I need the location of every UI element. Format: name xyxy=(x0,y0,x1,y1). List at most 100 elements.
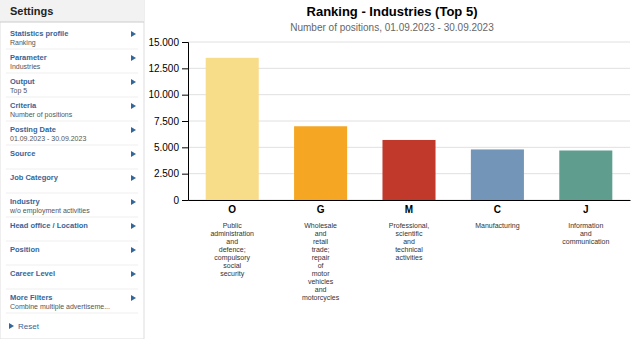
settings-label: Job Category xyxy=(10,173,59,182)
settings-arrow xyxy=(131,175,136,181)
x-tick-label: J xyxy=(583,204,589,215)
settings-arrow xyxy=(131,295,136,301)
settings-separator xyxy=(6,73,138,74)
settings-item: Head office / Location xyxy=(6,221,138,241)
x-tick: J xyxy=(583,204,589,215)
x-tick-label: G xyxy=(317,204,325,215)
settings-label: Criteria xyxy=(10,101,37,110)
y-tick-label: 10.000 xyxy=(148,89,179,100)
grid xyxy=(188,42,630,200)
x-tick: G xyxy=(317,204,325,215)
settings-arrow xyxy=(131,31,136,37)
category-description: Professional,scientificandtechnicalactiv… xyxy=(389,222,430,261)
x-tick-label: M xyxy=(405,204,413,215)
panel-header xyxy=(0,0,144,22)
x-tick-label: C xyxy=(494,204,501,215)
settings-item: Position xyxy=(6,245,138,265)
chart: Settings Statistics profileRanking Paramet… xyxy=(0,0,640,339)
panel-background xyxy=(0,0,144,339)
settings-item: ParameterIndustries xyxy=(6,53,138,73)
settings-separator xyxy=(6,49,138,50)
category-description: Publicadministrationanddefence;compulsor… xyxy=(210,222,254,278)
bar xyxy=(206,58,259,200)
settings-value: 01.09.2023 - 30.09.2023 xyxy=(10,135,86,142)
title: Ranking - Industries (Top 5) xyxy=(307,4,478,19)
y-tick-mark xyxy=(182,68,188,69)
settings-label: Position xyxy=(10,245,40,254)
reset-label: Reset xyxy=(18,322,40,331)
bar xyxy=(382,140,435,200)
bar xyxy=(559,150,612,200)
settings-label: Output xyxy=(10,77,35,86)
x-tick: M xyxy=(405,204,413,215)
settings-value: Number of positions xyxy=(10,111,73,119)
settings-value: Top 5 xyxy=(10,87,27,95)
y-axis-line xyxy=(182,43,189,201)
y-tick: 2.500 xyxy=(154,168,188,179)
settings-arrow xyxy=(131,199,136,205)
settings-arrow xyxy=(131,151,136,157)
settings-separator xyxy=(6,97,138,98)
y-tick-mark xyxy=(182,95,188,96)
y-tick-label: 5.000 xyxy=(154,142,179,153)
settings-arrow xyxy=(131,55,136,61)
y-tick-mark xyxy=(182,42,188,43)
settings-value: w/o employment activities xyxy=(9,207,90,215)
settings-arrow xyxy=(131,271,136,277)
settings-separator xyxy=(6,169,138,170)
x-axis-line xyxy=(189,200,631,201)
settings-value: Combine multiple advertiseme... xyxy=(10,303,110,311)
bar xyxy=(471,149,524,200)
bar xyxy=(294,126,347,200)
y-tick-label: 7.500 xyxy=(154,116,179,127)
settings-item: Job Category xyxy=(6,173,138,193)
settings-separator xyxy=(6,121,138,122)
settings-label: Source xyxy=(10,149,35,158)
settings-item: More FiltersCombine multiple advertiseme… xyxy=(6,293,138,313)
settings-separator xyxy=(6,289,138,290)
settings-value: Ranking xyxy=(10,39,36,47)
settings-arrow xyxy=(131,223,136,229)
y-tick: 5.000 xyxy=(154,142,188,153)
category-description: Informationandcommunication xyxy=(562,222,609,245)
y-tick: 12.500 xyxy=(148,63,188,74)
settings-separator xyxy=(6,241,138,242)
x-tick: C xyxy=(494,204,501,215)
settings-label: Career Level xyxy=(10,269,55,278)
y-tick: 0 xyxy=(173,195,188,206)
y-tick-mark xyxy=(182,174,188,175)
y-tick-label: 12.500 xyxy=(148,63,179,74)
settings-panel: Settings Statistics profileRanking Paramet… xyxy=(0,0,144,339)
settings-item: OutputTop 5 xyxy=(6,77,138,97)
y-tick: 7.500 xyxy=(154,116,188,127)
settings-label: Statistics profile xyxy=(10,29,68,38)
y-axis: 02.5005.0007.50010.00012.50015.000 xyxy=(148,37,188,206)
panel-title: Settings xyxy=(10,5,53,17)
category-descriptions: Publicadministrationanddefence;compulsor… xyxy=(210,222,609,302)
settings-item: CriteriaNumber of positions xyxy=(6,101,138,121)
category-description: Manufacturing xyxy=(475,222,519,230)
y-tick-mark xyxy=(182,121,188,122)
settings-separator xyxy=(6,217,138,218)
y-tick-mark xyxy=(182,200,188,201)
settings-label: Posting Date xyxy=(10,125,56,134)
settings-item: Career Level xyxy=(6,269,138,289)
panel-header-separator xyxy=(0,22,144,23)
settings-value: Industries xyxy=(10,63,41,70)
settings-label: Head office / Location xyxy=(10,221,88,230)
settings-item: Statistics profileRanking xyxy=(6,29,138,49)
settings-separator xyxy=(6,193,138,194)
settings-item: Posting Date01.09.2023 - 30.09.2023 xyxy=(6,125,138,145)
plot: 02.5005.0007.50010.00012.50015.000OGMCJP… xyxy=(148,37,630,302)
y-tick-label: 0 xyxy=(173,195,179,206)
settings-label: Industry xyxy=(10,197,40,206)
x-tick: O xyxy=(228,204,236,215)
y-tick-mark xyxy=(182,147,188,148)
x-axis: OGMCJ xyxy=(189,201,631,216)
settings-separator xyxy=(6,145,138,146)
settings-label: Parameter xyxy=(10,53,47,62)
reset-arrow xyxy=(9,323,14,329)
settings-arrow xyxy=(131,79,136,85)
settings-arrow xyxy=(131,103,136,109)
settings-arrow xyxy=(131,247,136,253)
